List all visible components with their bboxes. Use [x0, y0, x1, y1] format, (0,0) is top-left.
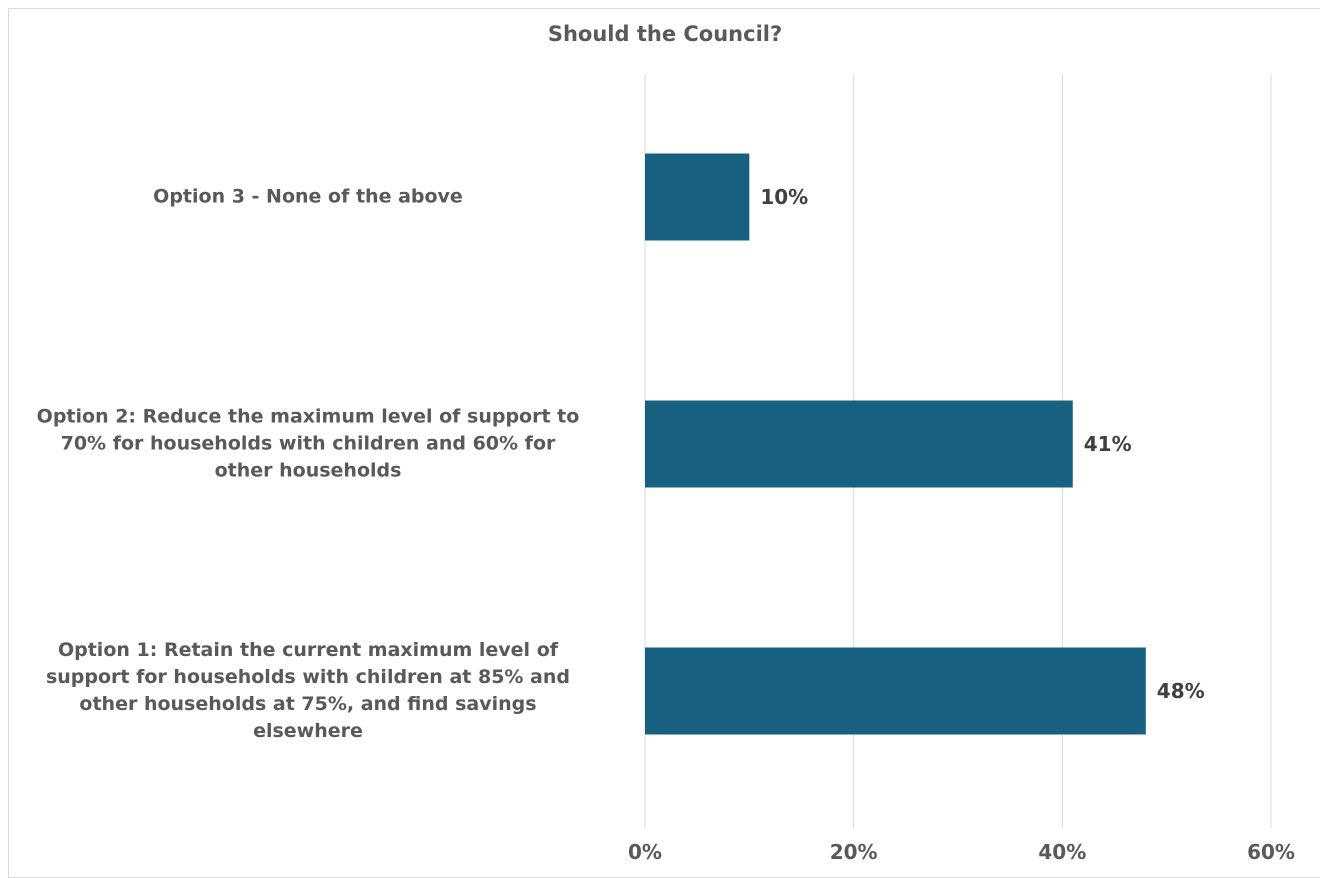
bars — [645, 153, 1146, 735]
category-label-line: support for households with children at … — [45, 666, 571, 688]
bar — [645, 647, 1146, 735]
x-tick-label: 0% — [628, 840, 662, 864]
x-tick-label: 40% — [1038, 840, 1086, 864]
x-tick-label: 20% — [830, 840, 878, 864]
category-label: Option 3 - None of the above — [0, 184, 616, 211]
category-label-line: Option 3 - None of the above — [153, 185, 463, 208]
x-tick-label: 60% — [1247, 840, 1295, 864]
data-labels: 10% 41% 48% — [760, 185, 1204, 703]
category-label: Option 2: Reduce the maximum level of su… — [0, 404, 616, 485]
category-label-line: elsewhere — [253, 720, 363, 742]
category-label: Option 1: Retain the current maximum lev… — [0, 637, 616, 745]
category-label-line: Option 1: Retain the current maximum lev… — [57, 639, 559, 661]
x-axis-ticks: 0% 20% 40% 60% — [628, 840, 1295, 864]
bar — [645, 400, 1073, 488]
bar — [645, 153, 750, 241]
data-label: 41% — [1084, 432, 1132, 456]
category-label-line: other households at 75%, and find saving… — [79, 693, 537, 715]
category-label-line: 70% for households with children and 60%… — [60, 432, 556, 455]
data-label: 48% — [1157, 679, 1205, 703]
data-label: 10% — [760, 185, 808, 209]
chart-title: Should the Council? — [547, 22, 783, 46]
category-label-line: other households — [214, 459, 402, 482]
category-label-line: Option 2: Reduce the maximum level of su… — [36, 405, 580, 428]
